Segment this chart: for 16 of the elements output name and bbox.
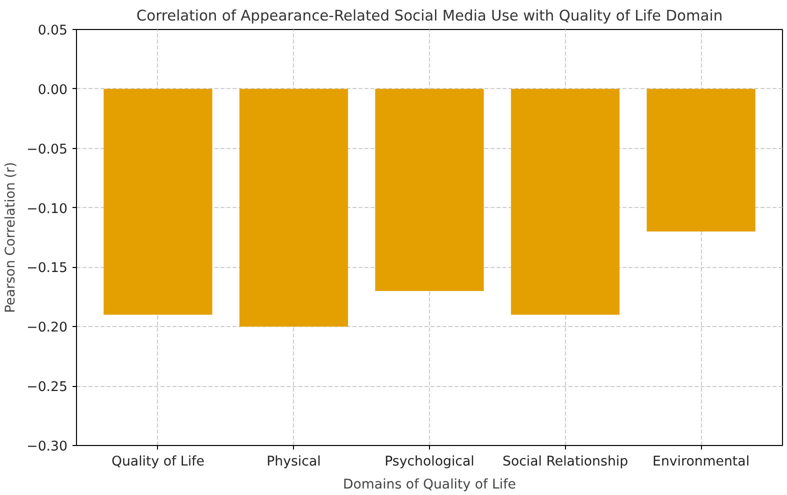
x-axis-title: Domains of Quality of Life — [343, 478, 516, 492]
y-tick-label: −0.20 — [26, 320, 68, 336]
y-axis-title: Pearson Correlation (r) — [4, 162, 19, 313]
x-tick-label: Psychological — [384, 454, 474, 470]
y-tick-label: −0.30 — [26, 440, 68, 454]
x-tick-label: Environmental — [652, 454, 750, 470]
y-tick-label: −0.10 — [26, 202, 68, 217]
x-tick-label: Social Relationship — [502, 454, 628, 470]
y-tick-label: 0.05 — [38, 24, 68, 38]
y-tick-label: 0.00 — [38, 82, 68, 98]
x-tick-label: Quality of Life — [111, 454, 204, 470]
y-tick-label: −0.15 — [26, 261, 68, 276]
y-tick-label: −0.25 — [26, 380, 68, 396]
chart-title: Correlation of Appearance-Related Social Media Use with Quality of Life Domain — [136, 8, 723, 24]
y-tick-label: −0.05 — [26, 142, 68, 158]
x-tick-label: Physical — [266, 454, 321, 470]
